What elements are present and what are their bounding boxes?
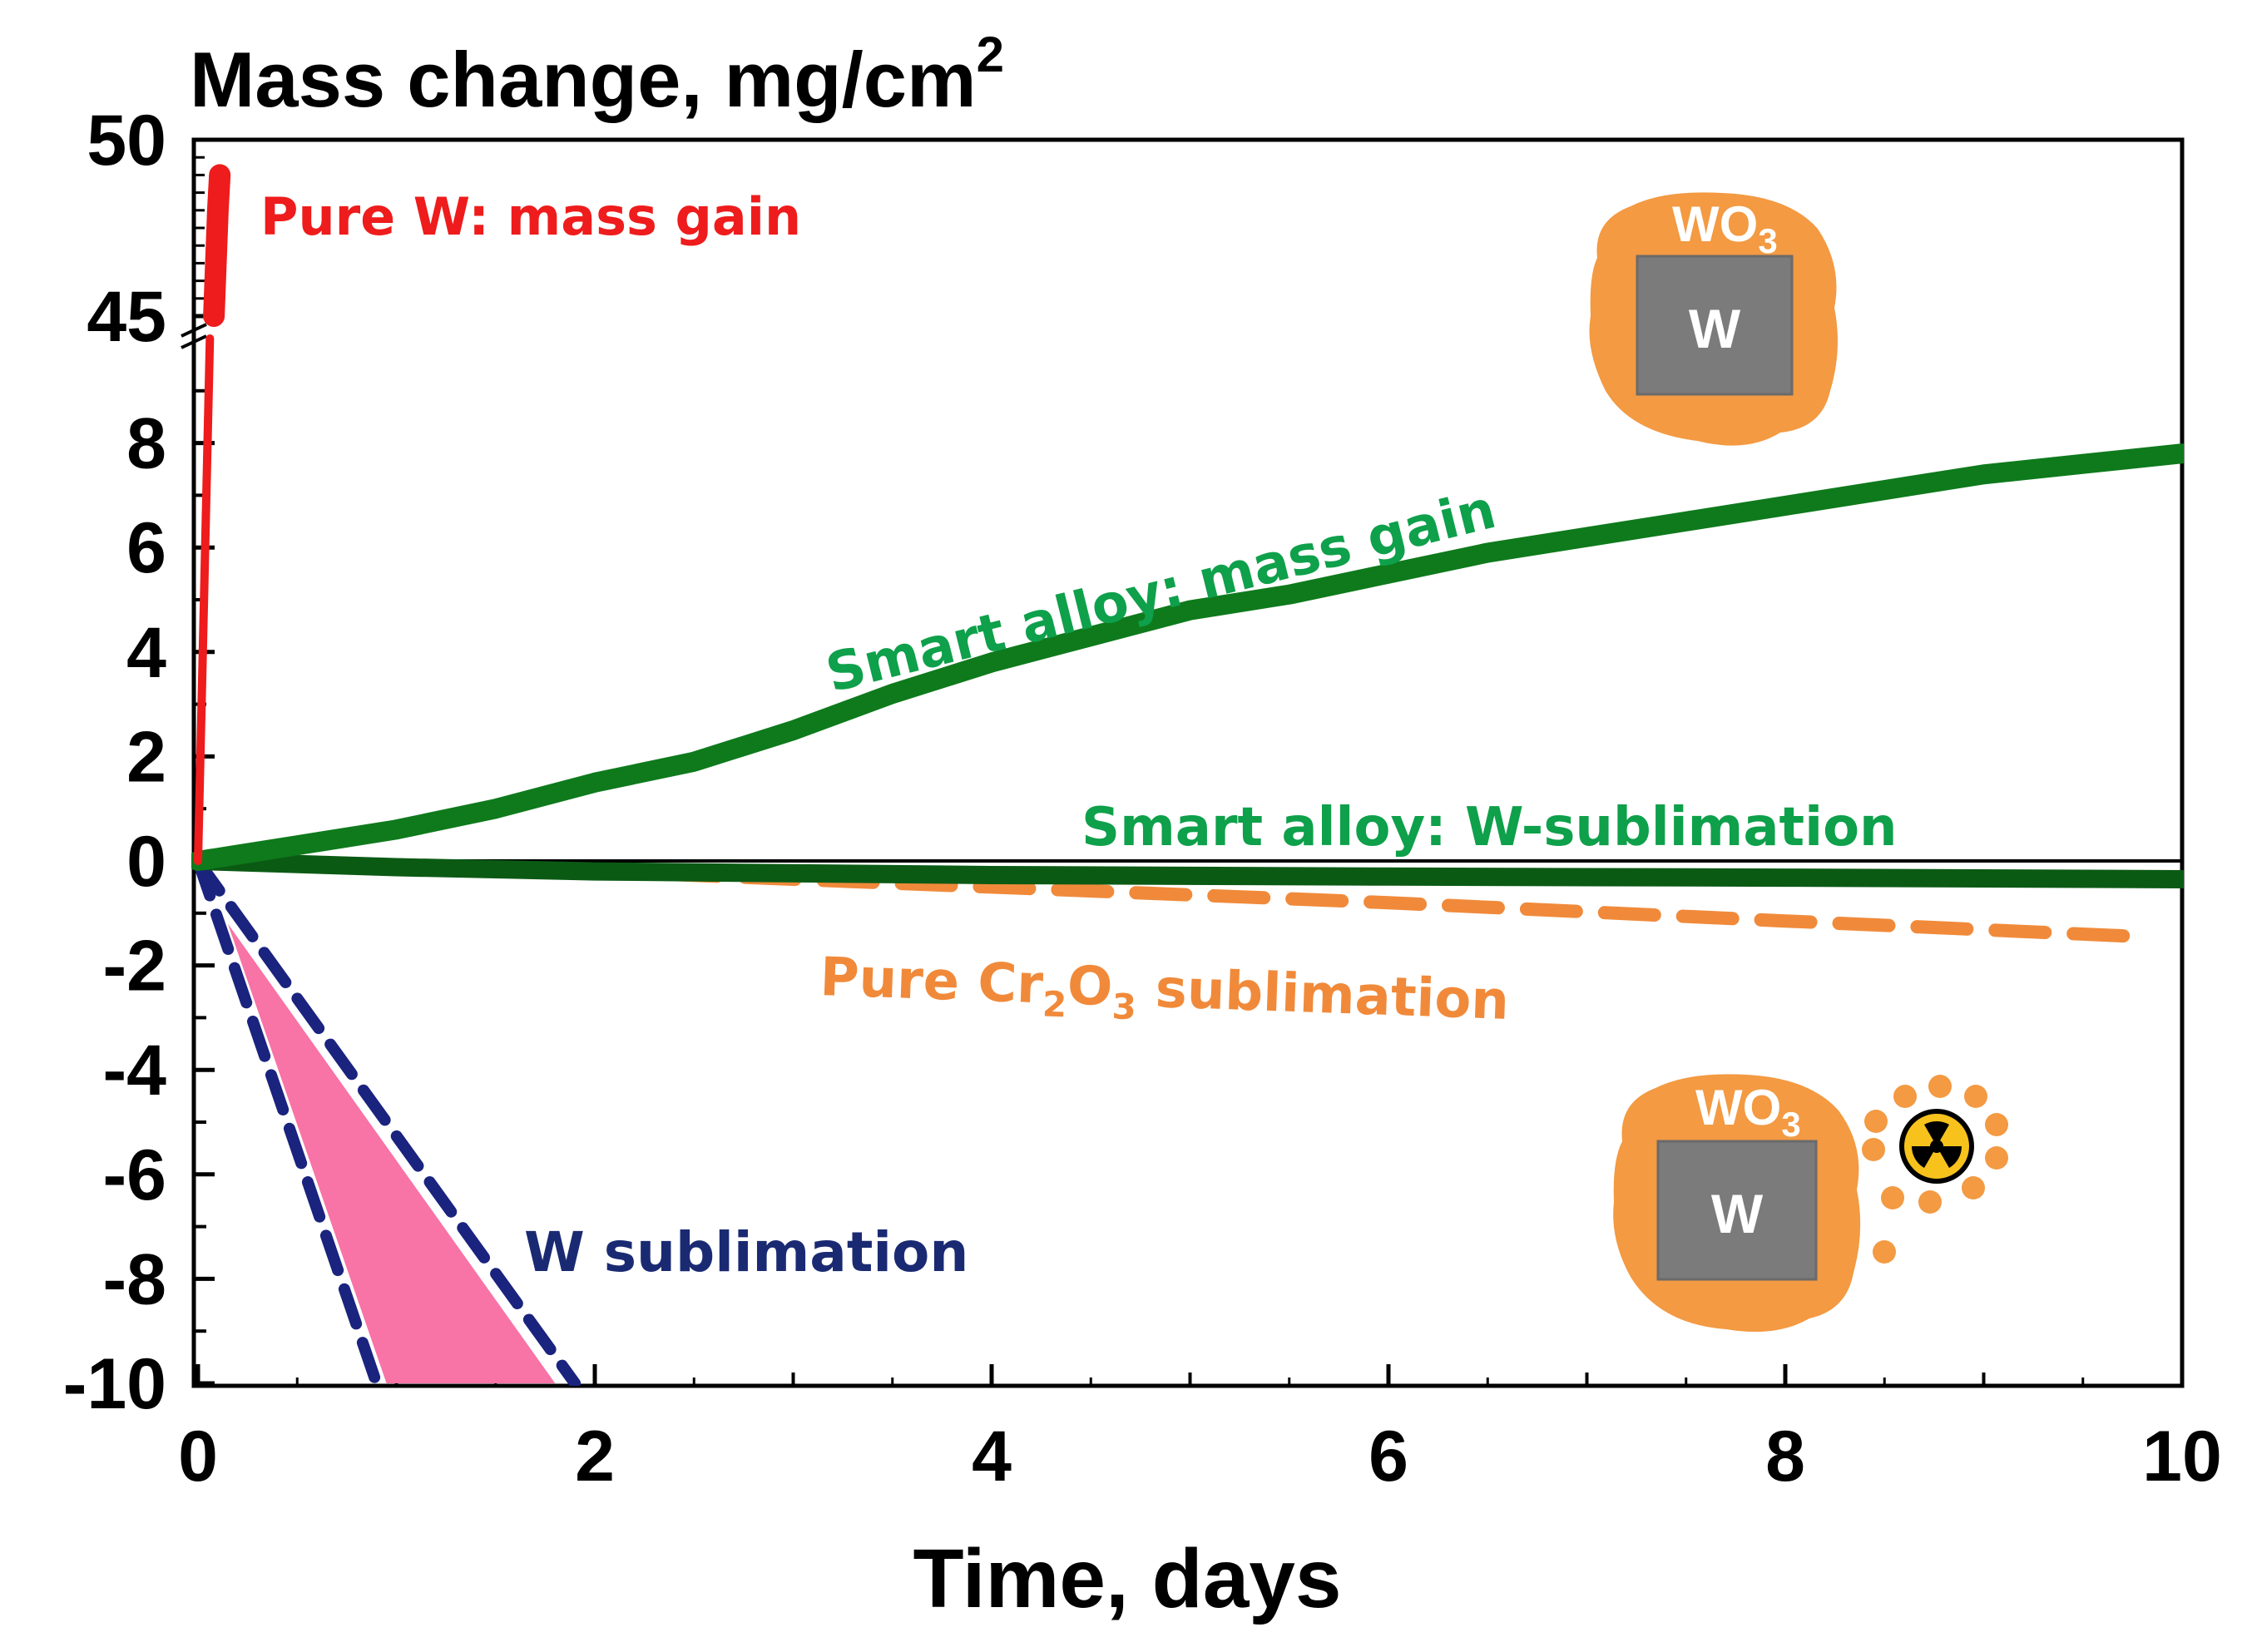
annotation-smart-gain: Smart alloy: mass gain [820,479,1502,705]
y-tick-label: 2 [126,717,166,797]
x-tick-label: 0 [178,1417,218,1496]
y-tick-label: -2 [103,927,166,1007]
smart-alloy-mass-gain-line [191,443,2184,871]
volatile-particles [1862,1075,2008,1264]
x-tick-label: 2 [575,1417,615,1496]
y-tick-label: 8 [126,404,166,484]
y-tick-label: 50 [87,101,166,181]
annotation-pure-w: Pure W: mass gain [260,186,801,247]
w-sublimation-band-fill [227,923,556,1383]
y-tick-label: -8 [103,1239,166,1319]
annotation-smart-sublimation: Smart alloy: W-sublimation [1081,797,1898,858]
x-tick-label: 8 [1765,1417,1805,1496]
x-tick-label: 10 [2142,1417,2222,1496]
y-tick-label: 4 [126,613,166,693]
inset-top-metal-label: W [1689,298,1741,359]
pure-w-mass-gain-line-upper [203,164,231,327]
annotation-cr2o3-sublimation: Pure Cr2O3 sublimation [819,947,1510,1041]
inset-oxide-volatilization: W WO3 [1613,1074,2008,1333]
inset-bottom-oxide-label: WO3 [1695,1080,1801,1144]
w-sublimation-upper-line [192,855,582,1386]
y-tick-label: 6 [126,508,166,588]
axis-break-mark [181,323,207,349]
plot-frame [191,137,2185,1388]
y-tick-label: -6 [103,1135,166,1215]
chart-title: Mass change, mg/cm2 [190,27,1004,123]
smart-alloy-sublimation-line [191,852,2184,888]
x-tick-label: 4 [972,1417,1012,1496]
inset-top-metal-core [1636,255,1794,396]
radiation-icon [1899,1109,1974,1184]
y-tick-label: -4 [103,1031,167,1110]
y-tick-label: -10 [63,1344,166,1424]
x-tick-label: 6 [1368,1417,1408,1496]
x-axis-ticks: 0 2 4 6 8 10 [178,1364,2222,1496]
pure-w-mass-gain-line-lower [194,334,215,865]
annotation-w-sublimation: W sublimation [524,1220,968,1284]
y-axis-ticks: -10 -8 -6 -4 -2 0 2 4 6 8 45 50 [63,101,215,1424]
w-sublimation-lower-line [192,855,383,1386]
x-axis-title: Time, days [913,1532,1341,1625]
inset-bottom-metal-core [1656,1140,1818,1281]
inset-oxide-growth: W WO3 [1589,192,1838,446]
y-tick-label: 45 [87,277,166,357]
series-layer [191,164,2184,1386]
y-tick-label: 0 [126,822,166,902]
inset-top-oxide-label: WO3 [1672,196,1778,260]
inset-bottom-metal-label: W [1711,1183,1764,1244]
